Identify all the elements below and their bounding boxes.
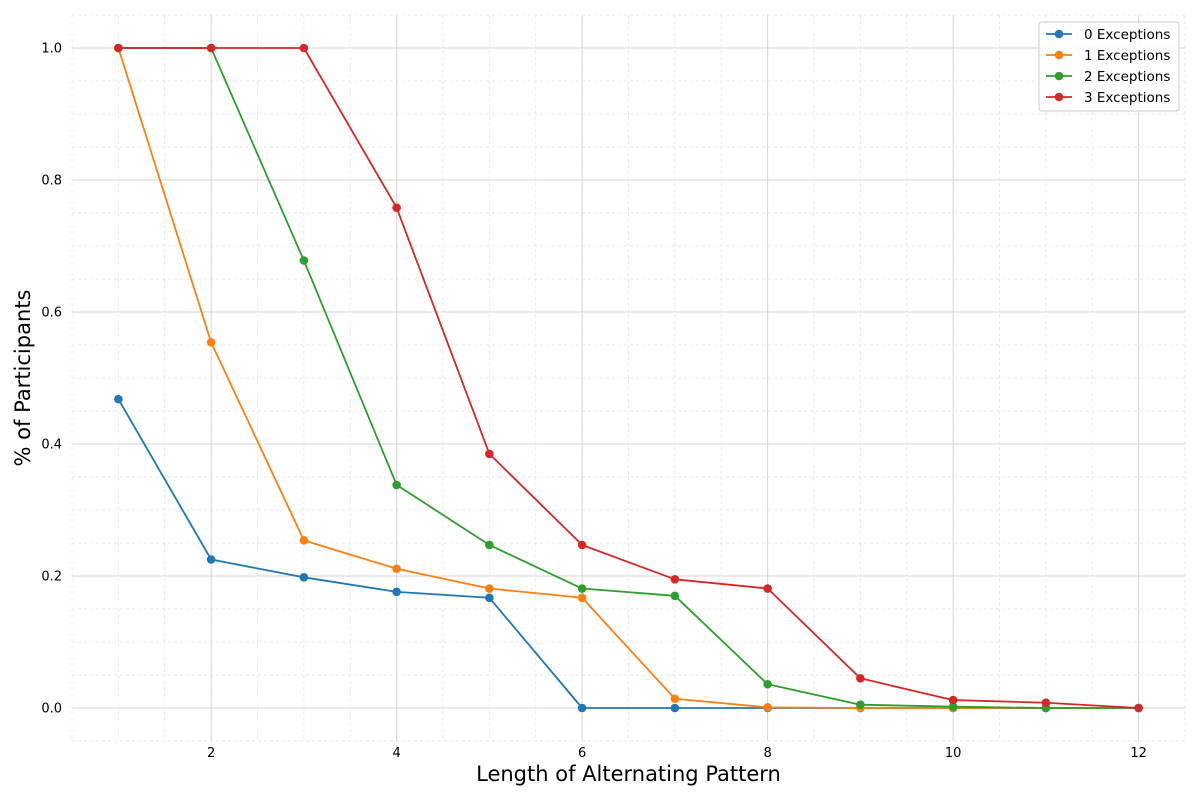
data-point <box>299 573 309 582</box>
y-tick-label: 0.8 <box>41 174 62 189</box>
legend-item: 3 Exceptions <box>1046 90 1170 106</box>
data-point <box>948 695 958 705</box>
legend-marker <box>1054 50 1064 60</box>
legend-item: 2 Exceptions <box>1046 69 1170 85</box>
legend-label: 2 Exceptions <box>1084 69 1170 85</box>
data-point <box>392 203 401 213</box>
legend-label: 3 Exceptions <box>1084 90 1170 106</box>
data-point <box>1041 698 1051 708</box>
data-point <box>299 536 309 545</box>
data-point <box>577 593 587 603</box>
legend-marker <box>1054 92 1064 102</box>
data-point <box>299 43 309 53</box>
data-point <box>485 593 494 603</box>
y-tick-label: 1.0 <box>41 42 62 57</box>
x-tick-label: 6 <box>578 746 586 761</box>
y-axis-label: % of Participants <box>11 290 35 467</box>
legend[interactable]: 0 Exceptions 1 Exceptions 2 Exceptions 3 Ex… <box>1038 21 1180 112</box>
legend-item: 1 Exceptions <box>1046 48 1170 64</box>
series-line <box>117 398 1139 709</box>
y-tick-label: 0.0 <box>41 702 62 717</box>
data-point <box>577 584 587 593</box>
legend-marker <box>1054 29 1064 39</box>
series-layer <box>114 43 1143 713</box>
data-point <box>763 584 772 593</box>
data-point <box>206 338 216 347</box>
series-line <box>118 47 1139 709</box>
series-line <box>117 47 1139 709</box>
x-tick-label: 12 <box>1130 746 1147 761</box>
y-tick-label: 0.4 <box>41 438 62 453</box>
data-point <box>392 564 401 574</box>
data-point <box>577 540 587 550</box>
x-tick-label: 4 <box>392 746 400 761</box>
x-tick-label: 2 <box>207 746 215 761</box>
data-point <box>763 703 772 712</box>
data-point <box>1134 703 1143 713</box>
y-tick-label: 0.6 <box>41 306 62 321</box>
x-tick-label: 8 <box>763 746 771 761</box>
data-point <box>485 449 494 459</box>
data-point <box>206 43 216 53</box>
data-point <box>485 540 494 550</box>
series-line <box>118 47 1139 709</box>
data-point <box>114 43 123 53</box>
legend-frame <box>1038 21 1180 112</box>
grid <box>71 14 1186 742</box>
data-point <box>670 694 680 704</box>
data-point <box>114 394 123 404</box>
data-point <box>392 480 401 490</box>
data-point <box>577 703 587 713</box>
x-tick-label: 10 <box>945 746 962 761</box>
legend-label: 1 Exceptions <box>1084 48 1170 64</box>
x-axis-label: Length of Alternating Pattern <box>476 762 781 786</box>
legend-marker <box>1054 71 1064 81</box>
data-point <box>392 587 401 597</box>
legend-label: 0 Exceptions <box>1084 27 1170 43</box>
legend-item: 0 Exceptions <box>1046 27 1170 43</box>
data-point <box>856 700 865 709</box>
y-tick-label: 0.2 <box>41 570 62 585</box>
data-point <box>299 256 309 265</box>
data-point <box>670 703 680 713</box>
series-3 <box>114 43 1143 713</box>
data-point <box>485 584 494 593</box>
data-point <box>670 575 680 584</box>
tick-labels: 2 4 6 8 10 12 0.0 0.2 0.4 0.6 0.8 1.0 <box>41 42 1147 762</box>
data-point <box>856 674 865 683</box>
data-point <box>948 702 958 711</box>
data-point <box>670 591 680 601</box>
data-point <box>763 679 772 689</box>
data-point <box>206 555 216 564</box>
